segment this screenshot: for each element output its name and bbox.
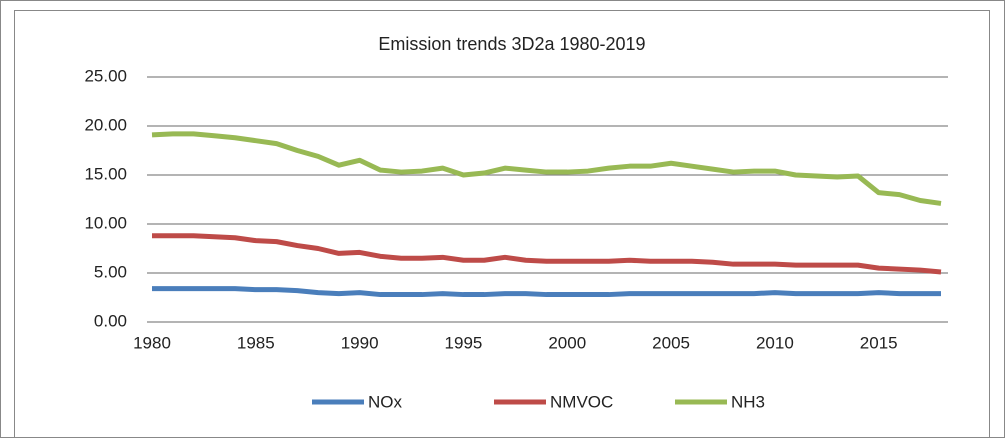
y-tick-label: 5.00 — [94, 262, 127, 281]
legend-label: NH3 — [731, 392, 765, 411]
series-line — [151, 131, 942, 206]
x-tick-label: 2010 — [756, 333, 794, 352]
legend-label: NMVOC — [550, 392, 613, 411]
y-tick-label: 25.00 — [84, 66, 127, 85]
x-tick-label: 1990 — [341, 333, 379, 352]
y-tick-label: 20.00 — [84, 115, 127, 134]
legend-label: NOx — [368, 392, 403, 411]
chart-title: Emission trends 3D2a 1980-2019 — [378, 34, 645, 54]
x-tick-label: 1980 — [133, 333, 171, 352]
y-tick-label: 15.00 — [84, 164, 127, 183]
x-tick-label: 2000 — [548, 333, 586, 352]
x-tick-label: 1985 — [237, 333, 275, 352]
y-tick-label: 0.00 — [94, 311, 127, 330]
x-tick-label: 2015 — [860, 333, 898, 352]
x-tick-label: 1995 — [445, 333, 483, 352]
series-line — [152, 233, 942, 275]
y-tick-label: 10.00 — [84, 213, 127, 232]
x-tick-label: 2005 — [652, 333, 690, 352]
series-line — [152, 286, 941, 298]
